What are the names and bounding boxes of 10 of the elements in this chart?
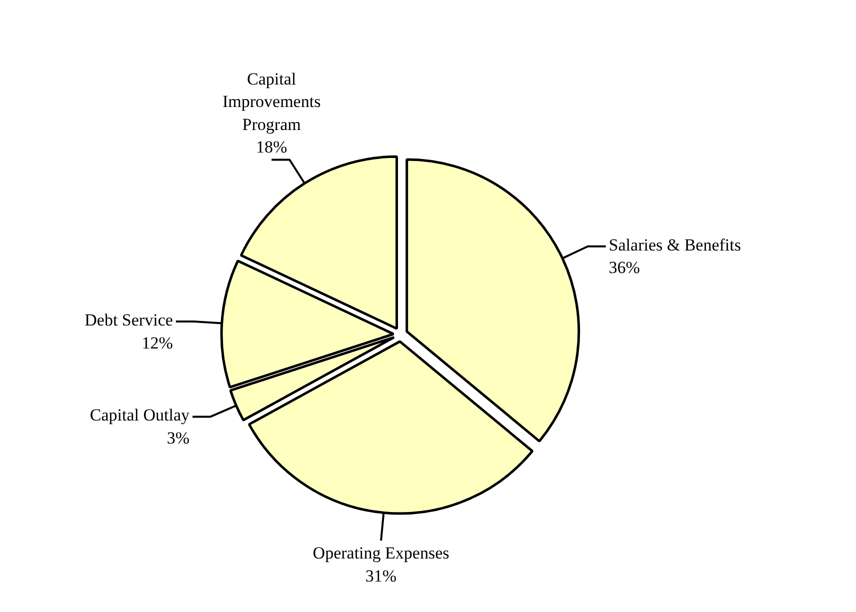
data-label: 36% [608,258,640,278]
data-label: 31% [365,566,397,586]
slice-label: Salaries & Benefits [608,235,741,254]
slice-label: Capital Outlay [90,406,190,425]
slice-label: Operating Expenses [312,544,450,563]
slice-label: Capital Improvements Program [222,69,321,134]
data-label: 12% [142,333,173,352]
data-label: 3% [166,428,190,448]
data-label: 18% [256,138,288,157]
slice-label: Debt Service [84,310,173,330]
